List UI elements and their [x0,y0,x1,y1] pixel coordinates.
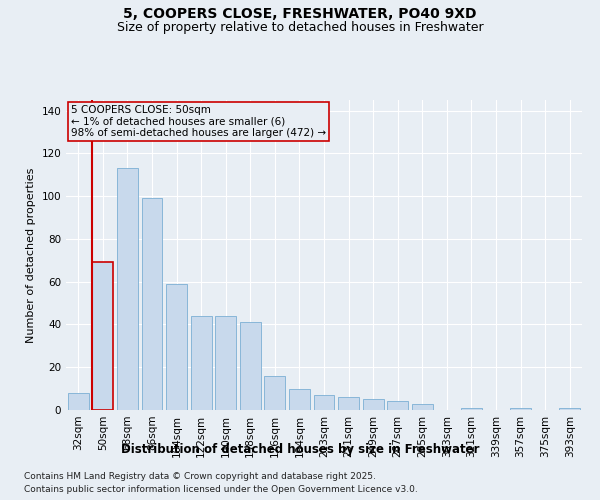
Bar [142,198,163,410]
Bar [215,316,236,410]
Text: Contains public sector information licensed under the Open Government Licence v3: Contains public sector information licen… [24,485,418,494]
Bar [191,316,212,410]
Bar [166,284,187,410]
Y-axis label: Number of detached properties: Number of detached properties [26,168,36,342]
Text: Size of property relative to detached houses in Freshwater: Size of property relative to detached ho… [116,21,484,34]
Bar [338,397,359,410]
Bar [362,400,383,410]
Text: Distribution of detached houses by size in Freshwater: Distribution of detached houses by size … [121,442,479,456]
Bar [265,376,286,410]
Bar [117,168,138,410]
Text: 5, COOPERS CLOSE, FRESHWATER, PO40 9XD: 5, COOPERS CLOSE, FRESHWATER, PO40 9XD [123,8,477,22]
Bar [559,408,580,410]
Bar [314,395,334,410]
Bar [510,408,531,410]
Bar [412,404,433,410]
Bar [92,262,113,410]
Bar [387,402,408,410]
Bar [461,408,482,410]
Text: Contains HM Land Registry data © Crown copyright and database right 2025.: Contains HM Land Registry data © Crown c… [24,472,376,481]
Bar [240,322,261,410]
Text: 5 COOPERS CLOSE: 50sqm
← 1% of detached houses are smaller (6)
98% of semi-detac: 5 COOPERS CLOSE: 50sqm ← 1% of detached … [71,104,326,138]
Bar [68,393,89,410]
Bar [289,388,310,410]
